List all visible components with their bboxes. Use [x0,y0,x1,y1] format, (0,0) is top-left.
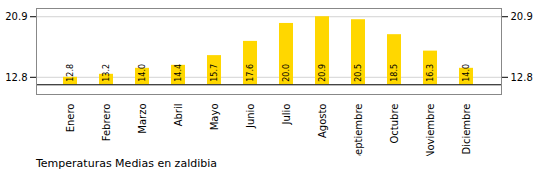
svg-text:Diciembre: Diciembre [461,104,472,155]
svg-text:20.9: 20.9 [318,64,327,82]
svg-text:Septiembre: Septiembre [353,104,364,157]
svg-text:13.2: 13.2 [102,64,111,82]
svg-text:Noviembre: Noviembre [425,104,436,157]
svg-text:14.0: 14.0 [462,64,471,82]
svg-text:15.7: 15.7 [210,64,219,82]
html-text:Temperaturas Medias en zaldibi: Temperaturas Medias en zaldibia [36,157,217,170]
svg-text:Abril: Abril [173,104,184,127]
svg-text:20.5: 20.5 [354,64,363,82]
svg-text:20.0: 20.0 [282,64,291,82]
svg-text:Mayo: Mayo [209,104,220,131]
svg-text:18.5: 18.5 [390,64,399,82]
svg-text:14.0: 14.0 [138,64,147,82]
svg-text:17.6: 17.6 [246,64,255,82]
svg-text:Junio: Junio [245,104,256,130]
svg-text:20.9: 20.9 [5,11,27,22]
svg-text:Febrero: Febrero [101,104,112,142]
svg-text:Octubre: Octubre [389,104,400,144]
svg-text:Marzo: Marzo [137,104,148,134]
svg-text:Agosto: Agosto [317,104,328,139]
svg-text:16.3: 16.3 [426,64,435,82]
svg-text:12.8: 12.8 [66,64,75,82]
svg-text:12.8: 12.8 [5,72,27,83]
svg-text:12.8: 12.8 [511,72,533,83]
svg-text:Julio: Julio [281,104,292,126]
svg-text:Enero: Enero [65,104,76,133]
svg-text:20.9: 20.9 [511,11,533,22]
svg-text:14.4: 14.4 [174,64,183,82]
